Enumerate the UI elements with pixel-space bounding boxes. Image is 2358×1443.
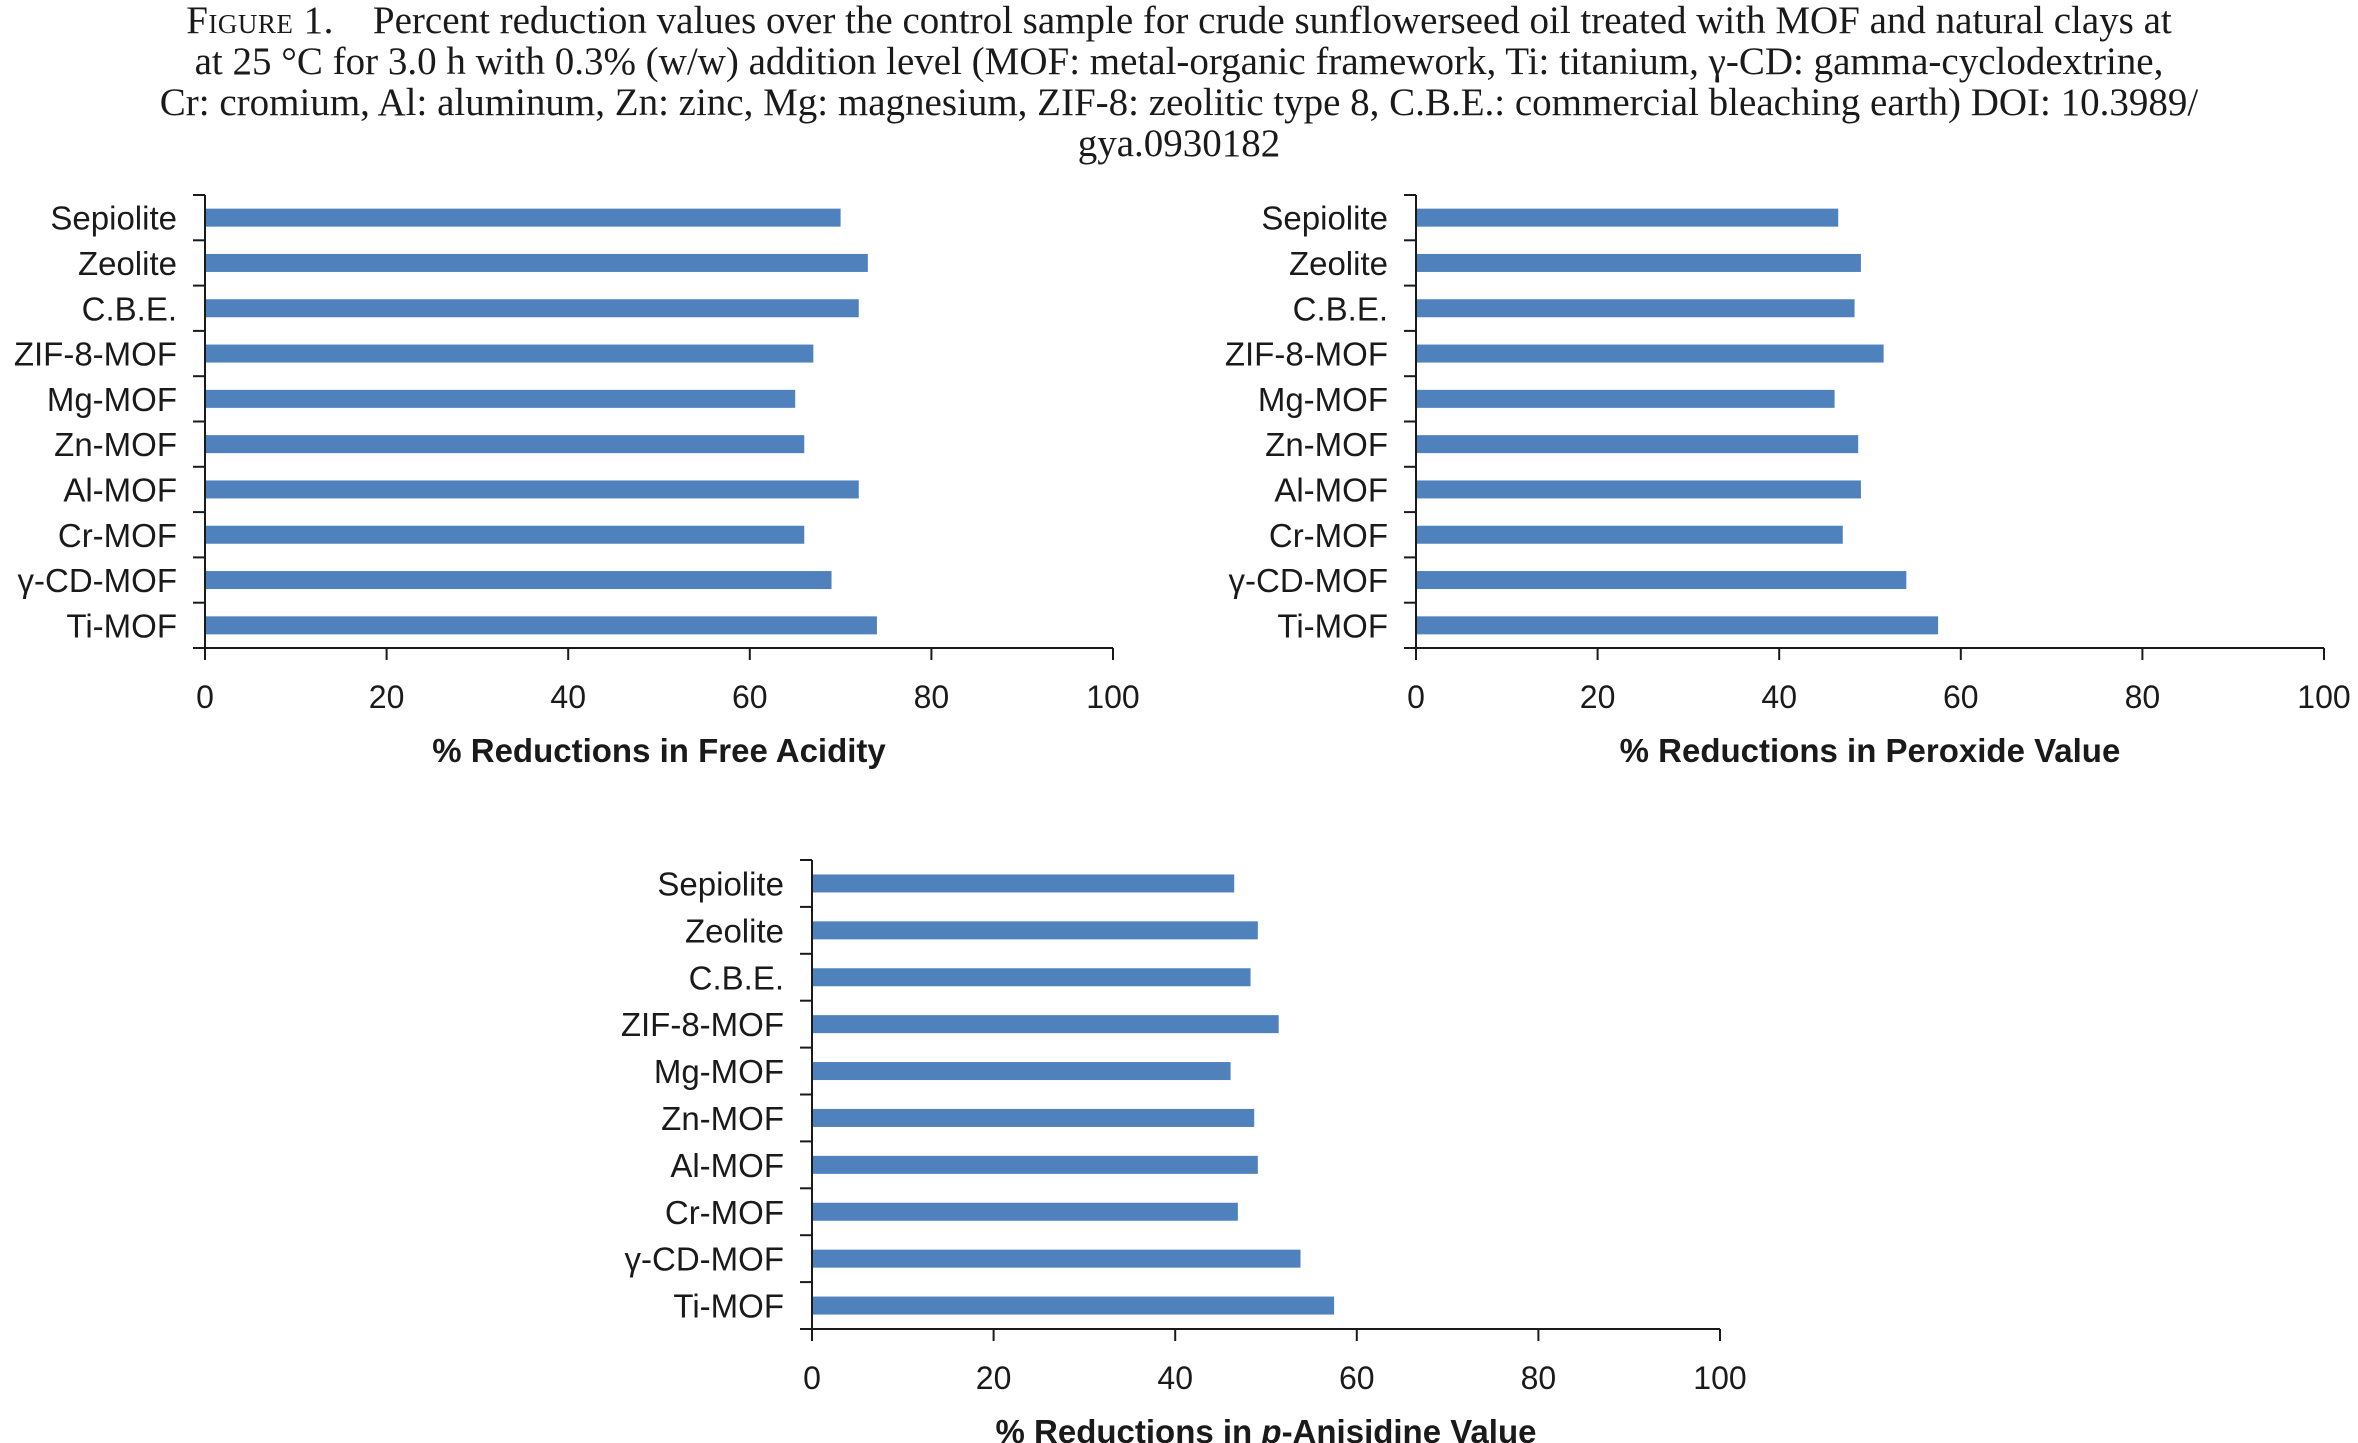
bar-cr-mof [812,1202,1238,1221]
x-axis-title: % Reductions in Peroxide Value [1620,732,2121,769]
category-label: Sepiolite [657,865,784,902]
bar-mg-mof [1416,389,1835,408]
bar-cr-mof [1416,525,1843,544]
bar-al-mof [812,1155,1258,1174]
category-label: γ-CD-MOF [18,562,177,599]
bar--cd-mof [812,1249,1301,1268]
category-label: Al-MOF [63,471,177,508]
bar--cd-mof [1416,571,1907,590]
x-tick-label: 0 [1407,679,1425,715]
bar-cr-mof [205,525,805,544]
bar-mg-mof [812,1062,1231,1081]
bar-al-mof [205,480,859,499]
category-label: Mg-MOF [654,1053,784,1090]
category-label: ZIF-8-MOF [621,1006,784,1043]
figure-caption: Figure 1. Percent reduction values over … [0,0,2358,164]
category-label: Zeolite [1289,245,1388,282]
x-axis-title-prefix: % Reductions in [996,1413,1262,1443]
caption-line-3: Cr: cromium, Al: aluminum, Zn: zinc, Mg:… [159,81,2199,124]
x-tick-label: 0 [196,679,214,715]
anisidine-value-chart: Sepiolite Zeolite C.B.E. ZIF-8-MOF Mg-MOF Zn-… [621,859,1747,1443]
category-label: Al-MOF [1274,471,1388,508]
bar-sepiolite [812,874,1235,893]
bar-al-mof [1416,480,1861,499]
category-label: ZIF-8-MOF [1225,336,1388,373]
bar-zn-mof [205,435,805,454]
category-label: Cr-MOF [58,517,177,554]
category-label: ZIF-8-MOF [14,336,177,373]
bar-zif-8-mof [812,1015,1279,1034]
x-tick-label: 80 [1521,1360,1557,1396]
bar-zif-8-mof [1416,344,1884,363]
bar-ti-mof [812,1296,1335,1315]
caption-line-4: gya.0930182 [1077,122,1281,165]
x-axis-title-suffix: -Anisidine Value [1282,1413,1537,1443]
category-label: Al-MOF [670,1147,784,1184]
bar-mg-mof [205,389,796,408]
category-label: Cr-MOF [1269,517,1388,554]
bar-sepiolite [205,208,841,227]
category-label: Ti-MOF [673,1288,784,1325]
category-label: Ti-MOF [66,607,177,644]
figure-label: Figure 1. [186,0,334,42]
x-tick-label: 20 [1580,679,1616,715]
category-label: γ-CD-MOF [625,1241,784,1278]
x-tick-label: 80 [2125,679,2161,715]
x-tick-label: 100 [2297,679,2350,715]
bar-zif-8-mof [205,344,814,363]
category-label: Zeolite [685,912,784,949]
category-label: C.B.E. [1293,290,1388,327]
category-label: Sepiolite [1261,200,1388,237]
x-tick-label: 20 [976,1360,1012,1396]
category-label: C.B.E. [82,290,177,327]
x-tick-label: 60 [732,679,768,715]
bar-sepiolite [1416,208,1839,227]
bar-c-b-e- [1416,299,1855,318]
category-label: Mg-MOF [1258,381,1388,418]
free-acidity-chart: Sepiolite Zeolite C.B.E. ZIF-8-MOF Mg-MOF Zn-… [14,194,1140,769]
x-tick-label: 100 [1693,1360,1746,1396]
x-axis-title: % Reductions in Free Acidity [432,732,886,769]
bar-zeolite [1416,253,1861,272]
category-label: Mg-MOF [47,381,177,418]
x-axis-title: % Reductions in p-Anisidine Value [996,1413,1537,1443]
caption-line-2: at 25 °C for 3.0 h with 0.3% (w/w) addit… [194,40,2164,83]
peroxide-value-chart: Sepiolite Zeolite C.B.E. ZIF-8-MOF Mg-MOF Zn-… [1225,194,2351,769]
bar-zeolite [205,253,868,272]
bar-c-b-e- [205,299,859,318]
bar-zeolite [812,921,1258,940]
x-tick-label: 40 [1761,679,1797,715]
category-label: Zn-MOF [661,1100,784,1137]
x-tick-label: 60 [1943,679,1979,715]
bar-ti-mof [1416,616,1939,635]
bar--cd-mof [205,571,832,590]
category-label: Zn-MOF [54,426,177,463]
category-label: γ-CD-MOF [1229,562,1388,599]
bar-c-b-e- [812,968,1251,987]
bar-zn-mof [1416,435,1859,454]
category-label: Zn-MOF [1265,426,1388,463]
x-tick-label: 40 [550,679,586,715]
x-tick-label: 60 [1339,1360,1375,1396]
category-label: Ti-MOF [1277,607,1388,644]
x-tick-label: 20 [369,679,405,715]
caption-line-1: Percent reduction values over the contro… [372,0,2172,42]
bar-ti-mof [205,616,877,635]
bar-zn-mof [812,1108,1255,1127]
x-tick-label: 40 [1157,1360,1193,1396]
category-label: C.B.E. [689,959,784,996]
category-label: Sepiolite [50,200,177,237]
category-label: Zeolite [78,245,177,282]
x-axis-title-italic: p [1260,1413,1281,1443]
x-tick-label: 100 [1086,679,1139,715]
x-tick-label: 0 [803,1360,821,1396]
category-label: Cr-MOF [665,1194,784,1231]
x-tick-label: 80 [914,679,950,715]
